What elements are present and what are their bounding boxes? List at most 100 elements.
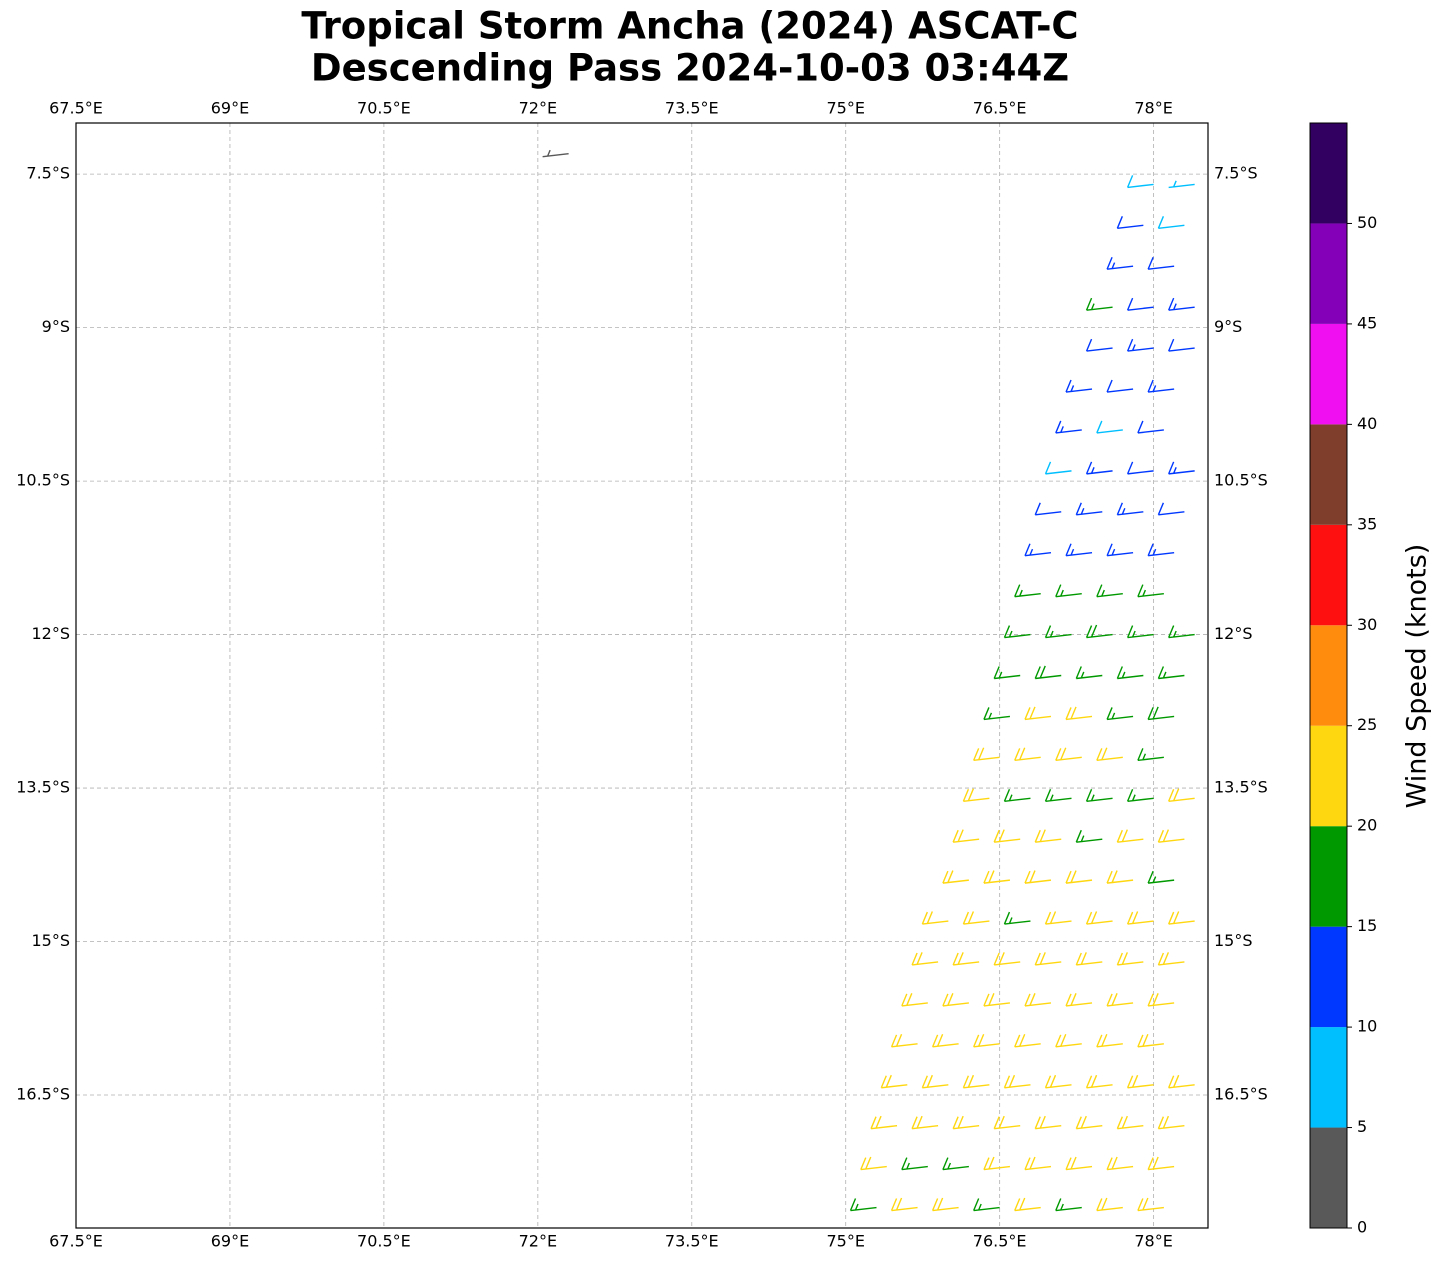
wind-barb xyxy=(942,1157,969,1171)
wind-barb xyxy=(1147,870,1175,884)
y-tick-label: 16.5°S xyxy=(1214,1084,1268,1103)
wind-barb xyxy=(1065,993,1093,1007)
wind-barb xyxy=(973,1198,1000,1212)
colorbar-tick-label: 30 xyxy=(1357,615,1377,634)
wind-barb xyxy=(1085,297,1113,311)
y-tick-label: 12°S xyxy=(31,624,70,643)
wind-barb xyxy=(1014,1033,1041,1048)
wind-barb xyxy=(1075,1115,1103,1130)
x-tick-label: 70.5°E xyxy=(357,99,411,118)
wind-barb xyxy=(1075,666,1103,680)
wind-barb xyxy=(1003,1074,1031,1089)
wind-barb xyxy=(1065,706,1093,721)
wind-barb xyxy=(911,1115,939,1130)
wind-barb xyxy=(993,829,1021,843)
wind-barb xyxy=(1034,1115,1062,1130)
wind-barb xyxy=(1147,543,1175,557)
wind-barb xyxy=(1085,789,1113,802)
wind-barb xyxy=(1075,952,1103,966)
wind-barb xyxy=(983,707,1011,721)
wind-barb xyxy=(1157,829,1185,843)
wind-barb xyxy=(1055,1033,1082,1048)
colorbar-bin xyxy=(1310,223,1347,324)
wind-barb xyxy=(962,911,990,925)
y-tick-label: 7.5°S xyxy=(26,164,70,183)
wind-barb xyxy=(1065,379,1093,393)
wind-barb xyxy=(890,1033,918,1048)
x-tick-label: 69°E xyxy=(211,99,249,118)
map-area xyxy=(75,123,1208,1228)
wind-barb xyxy=(1044,625,1072,639)
wind-barb xyxy=(1157,952,1185,966)
wind-barb xyxy=(983,1156,1011,1171)
wind-barb xyxy=(1096,1033,1123,1048)
wind-barb xyxy=(1147,379,1175,393)
wind-barb xyxy=(1034,665,1062,680)
wind-barb xyxy=(1065,543,1093,557)
wind-barb xyxy=(1157,216,1185,230)
wind-barb xyxy=(901,1157,928,1171)
colorbar-tick-label: 20 xyxy=(1357,816,1377,835)
wind-barb xyxy=(1116,502,1144,516)
wind-barb xyxy=(1126,297,1154,311)
colorbar-bin xyxy=(1310,725,1347,827)
x-tick-label: 75°E xyxy=(826,1232,864,1251)
wind-barb xyxy=(1106,543,1134,557)
x-tick-label: 73.5°E xyxy=(665,1232,719,1251)
wind-barb xyxy=(1106,379,1134,393)
colorbar-tick-label: 40 xyxy=(1357,414,1377,433)
wind-barb xyxy=(1085,1074,1113,1089)
y-tick-label: 13.5°S xyxy=(16,778,70,797)
wind-barb xyxy=(1157,666,1185,680)
map-frame xyxy=(75,122,1209,1229)
x-tick-label: 69°E xyxy=(211,1232,249,1251)
wind-barb xyxy=(1085,624,1113,639)
wind-barb xyxy=(1147,993,1175,1007)
wind-barb xyxy=(1126,625,1154,639)
colorbar-tick-label: 0 xyxy=(1357,1218,1367,1237)
wind-barb xyxy=(1003,911,1031,925)
wind-barb xyxy=(1137,584,1164,598)
wind-barb xyxy=(1126,1074,1154,1089)
wind-barb xyxy=(1096,1197,1123,1212)
y-tick-label: 9°S xyxy=(1214,317,1242,336)
colorbar-bin xyxy=(1310,123,1347,224)
colorbar-bin xyxy=(1310,926,1347,1028)
wind-barb xyxy=(1034,502,1062,516)
wind-barb xyxy=(1044,911,1072,925)
wind-barb xyxy=(973,747,1000,762)
x-tick-label: 72°E xyxy=(519,99,557,118)
wind-barb xyxy=(1044,1074,1072,1089)
wind-barb xyxy=(1137,1197,1164,1212)
wind-barb xyxy=(1106,993,1134,1007)
colorbar-bin xyxy=(1310,323,1347,425)
wind-barb xyxy=(1106,1156,1134,1171)
wind-barb xyxy=(1044,789,1072,802)
x-tick-label: 67.5°E xyxy=(49,99,103,118)
wind-barb xyxy=(1168,461,1195,475)
wind-barb xyxy=(1126,175,1154,189)
wind-barb xyxy=(962,1074,990,1089)
wind-barb xyxy=(1147,1156,1175,1171)
x-tick-label: 76.5°E xyxy=(973,99,1027,118)
x-tick-label: 76.5°E xyxy=(973,1232,1027,1251)
wind-barb xyxy=(1126,789,1154,802)
y-tick-label: 9°S xyxy=(42,317,70,336)
wind-barb xyxy=(1096,584,1123,598)
wind-barb xyxy=(1116,216,1144,230)
wind-barb xyxy=(942,993,969,1007)
wind-barb xyxy=(1065,1156,1093,1171)
wind-barb xyxy=(1137,420,1164,434)
wind-barb xyxy=(901,993,928,1007)
wind-barb xyxy=(993,952,1021,966)
wind-barb xyxy=(870,1115,898,1130)
wind-barb xyxy=(1168,625,1195,639)
y-tick-label: 15°S xyxy=(31,931,70,950)
wind-barb xyxy=(1126,338,1154,352)
wind-barb xyxy=(1034,829,1062,843)
wind-barb xyxy=(1055,584,1082,598)
wind-barb xyxy=(542,149,569,158)
wind-barb xyxy=(880,1074,908,1089)
wind-barb xyxy=(983,993,1011,1007)
wind-barb xyxy=(921,1074,949,1089)
